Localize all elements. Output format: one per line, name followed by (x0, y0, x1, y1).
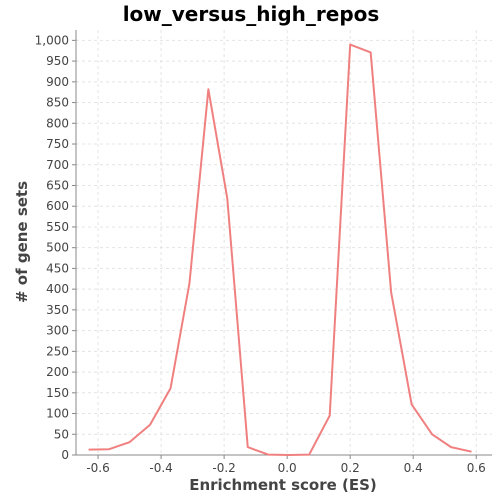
x-tick-label: -0.6 (86, 461, 109, 475)
x-axis-label: Enrichment score (ES) (189, 476, 377, 494)
y-tick-label: 900 (46, 75, 69, 89)
y-tick-label: 800 (46, 116, 69, 130)
y-tick-label: 300 (46, 324, 69, 338)
y-axis-label: # of gene sets (13, 181, 31, 303)
series-lines (88, 43, 472, 456)
x-tick-label: -0.4 (149, 461, 172, 475)
axes (75, 30, 492, 456)
x-tick-label: -0.2 (212, 461, 235, 475)
y-tick-label: 750 (46, 137, 69, 151)
y-tick-label: 950 (46, 54, 69, 68)
y-tick-label: 550 (46, 220, 69, 234)
y-axis-ticks: 0 50 100 150 200 250 300 350 400 450 500 550 600 650 7… (35, 33, 76, 462)
x-axis-ticks: -0.6 -0.4 -0.2 0.0 0.2 0.4 0.6 (86, 455, 486, 475)
y-tick-label: 700 (46, 158, 69, 172)
y-tick-label: 100 (46, 407, 69, 421)
x-tick-label: 0.2 (341, 461, 360, 475)
x-tick-label: 0.6 (467, 461, 486, 475)
y-tick-label: 450 (46, 261, 69, 275)
x-tick-label: 0.4 (404, 461, 423, 475)
y-tick-label: 850 (46, 96, 69, 110)
y-tick-label: 600 (46, 199, 69, 213)
y-tick-label: 350 (46, 303, 69, 317)
y-tick-label: 200 (46, 365, 69, 379)
y-tick-label: 500 (46, 241, 69, 255)
chart-title: low_versus_high_repos (123, 2, 380, 26)
y-tick-label: 400 (46, 282, 69, 296)
y-tick-label: 250 (46, 344, 69, 358)
x-tick-label: 0.0 (278, 461, 297, 475)
grid-lines (76, 30, 492, 456)
series-line (88, 43, 472, 456)
y-tick-label: 150 (46, 386, 69, 400)
y-tick-label: 50 (54, 427, 69, 441)
y-tick-label: 1,000 (35, 33, 69, 47)
y-tick-label: 0 (61, 448, 69, 462)
y-tick-label: 650 (46, 178, 69, 192)
